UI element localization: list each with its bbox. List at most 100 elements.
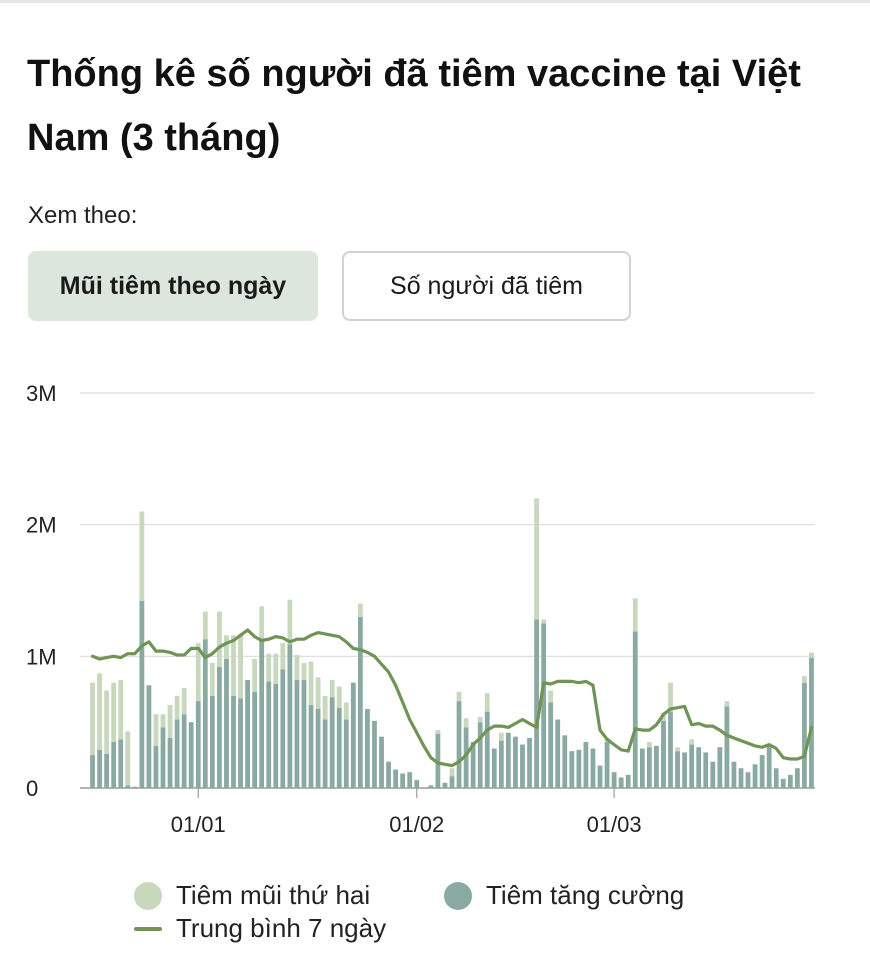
bar-booster bbox=[160, 727, 166, 788]
bar-booster bbox=[611, 772, 617, 788]
bar-booster bbox=[372, 720, 377, 788]
bar-booster bbox=[343, 719, 349, 788]
bar-second-dose bbox=[541, 619, 547, 624]
bar-booster bbox=[174, 719, 180, 788]
bar-second-dose bbox=[202, 611, 208, 640]
bar-second-dose bbox=[195, 643, 201, 702]
bar-second-dose bbox=[231, 635, 236, 696]
bar-second-dose bbox=[456, 691, 462, 702]
bar-booster bbox=[632, 631, 638, 788]
bar-second-dose bbox=[343, 702, 349, 720]
bar-second-dose bbox=[217, 611, 222, 667]
bar-second-dose bbox=[174, 695, 180, 720]
bar-booster bbox=[534, 619, 539, 788]
bar-booster bbox=[365, 709, 370, 788]
bar-booster bbox=[555, 719, 561, 788]
bar-booster bbox=[668, 711, 673, 788]
bar-second-dose bbox=[90, 682, 95, 756]
bar-booster bbox=[661, 720, 666, 788]
bar-booster bbox=[541, 623, 547, 788]
bar-booster bbox=[562, 735, 568, 788]
bar-second-dose bbox=[477, 716, 483, 723]
legend-label-second-dose: Tiêm mũi thứ hai bbox=[176, 880, 371, 910]
bar-booster bbox=[809, 657, 814, 788]
bar-second-dose bbox=[104, 690, 110, 754]
line-layer bbox=[90, 628, 814, 768]
bar-booster bbox=[280, 669, 286, 788]
bar-second-dose bbox=[315, 677, 321, 709]
people-vaccinated-button[interactable]: Số người đã tiêm bbox=[342, 251, 631, 321]
bar-booster bbox=[745, 772, 751, 788]
bar-second-dose bbox=[357, 603, 363, 617]
bar-booster bbox=[477, 722, 483, 788]
daily-doses-button[interactable]: Mũi tiêm theo ngày bbox=[28, 251, 318, 321]
bar-second-dose bbox=[252, 658, 258, 692]
bar-second-dose bbox=[435, 730, 441, 735]
bar-second-dose bbox=[668, 682, 673, 712]
bar-booster bbox=[773, 768, 779, 788]
bar-second-dose bbox=[301, 662, 307, 681]
bar-booster bbox=[224, 658, 229, 788]
bars-layer bbox=[90, 498, 814, 788]
y-tick-label: 3M bbox=[26, 381, 57, 406]
bar-booster bbox=[717, 747, 723, 788]
bar-booster bbox=[456, 701, 462, 788]
bar-booster bbox=[329, 697, 335, 788]
second-dose-swatch-icon bbox=[134, 881, 162, 910]
bar-booster bbox=[400, 773, 406, 788]
bar-booster bbox=[111, 741, 117, 788]
bar-booster bbox=[703, 752, 709, 788]
bar-booster bbox=[625, 774, 631, 788]
bar-booster bbox=[569, 751, 575, 788]
bar-second-dose bbox=[259, 606, 265, 641]
bar-booster bbox=[322, 719, 328, 788]
bar-second-dose bbox=[125, 731, 131, 786]
bar-second-dose bbox=[336, 686, 342, 708]
bar-booster bbox=[231, 695, 236, 788]
legend-item-booster: Tiêm tăng cường bbox=[444, 880, 684, 911]
x-tick-label: 01/01 bbox=[171, 812, 226, 837]
bar-booster bbox=[802, 682, 807, 788]
bar-second-dose bbox=[329, 680, 335, 698]
bar-booster bbox=[188, 722, 194, 788]
bar-second-dose bbox=[675, 747, 680, 752]
y-tick-label: 2M bbox=[26, 513, 57, 538]
bar-booster bbox=[273, 683, 279, 788]
bar-second-dose bbox=[449, 768, 455, 777]
bar-booster bbox=[202, 639, 208, 788]
bar-booster bbox=[731, 761, 737, 788]
bar-second-dose bbox=[181, 687, 187, 715]
bar-booster bbox=[259, 640, 265, 788]
bar-booster bbox=[118, 739, 124, 788]
bar-second-dose bbox=[689, 739, 695, 745]
bar-second-dose bbox=[167, 705, 173, 738]
bar-booster bbox=[195, 701, 201, 788]
bar-booster bbox=[682, 752, 687, 788]
bar-second-dose bbox=[280, 643, 286, 670]
bar-booster bbox=[597, 765, 603, 788]
bar-booster bbox=[576, 749, 582, 788]
bar-second-dose bbox=[294, 655, 300, 681]
bar-booster bbox=[139, 601, 145, 788]
y-tick-label: 1M bbox=[26, 644, 57, 669]
bar-second-dose bbox=[646, 741, 652, 748]
y-tick-label: 0 bbox=[26, 776, 38, 801]
bar-second-dose bbox=[160, 714, 166, 728]
bar-booster bbox=[167, 737, 173, 788]
page-title: Thống kê số người đã tiêm vaccine tại Vi… bbox=[27, 53, 801, 159]
bar-second-dose bbox=[224, 635, 229, 659]
bar-booster bbox=[787, 774, 793, 788]
bar-booster bbox=[181, 714, 187, 788]
bar-booster bbox=[766, 745, 772, 788]
bar-second-dose bbox=[238, 633, 243, 699]
avg7-line-icon bbox=[134, 926, 162, 931]
bar-second-dose bbox=[802, 676, 807, 683]
bar-booster bbox=[463, 727, 469, 788]
bar-booster bbox=[407, 772, 413, 788]
bar-booster bbox=[104, 753, 110, 788]
bar-booster bbox=[484, 711, 490, 788]
chart-legend: Tiêm mũi thứ hai Tiêm tăng cường Trung b… bbox=[0, 870, 870, 970]
bar-booster bbox=[520, 744, 525, 788]
booster-swatch-icon bbox=[444, 881, 472, 910]
bar-booster bbox=[724, 706, 730, 788]
